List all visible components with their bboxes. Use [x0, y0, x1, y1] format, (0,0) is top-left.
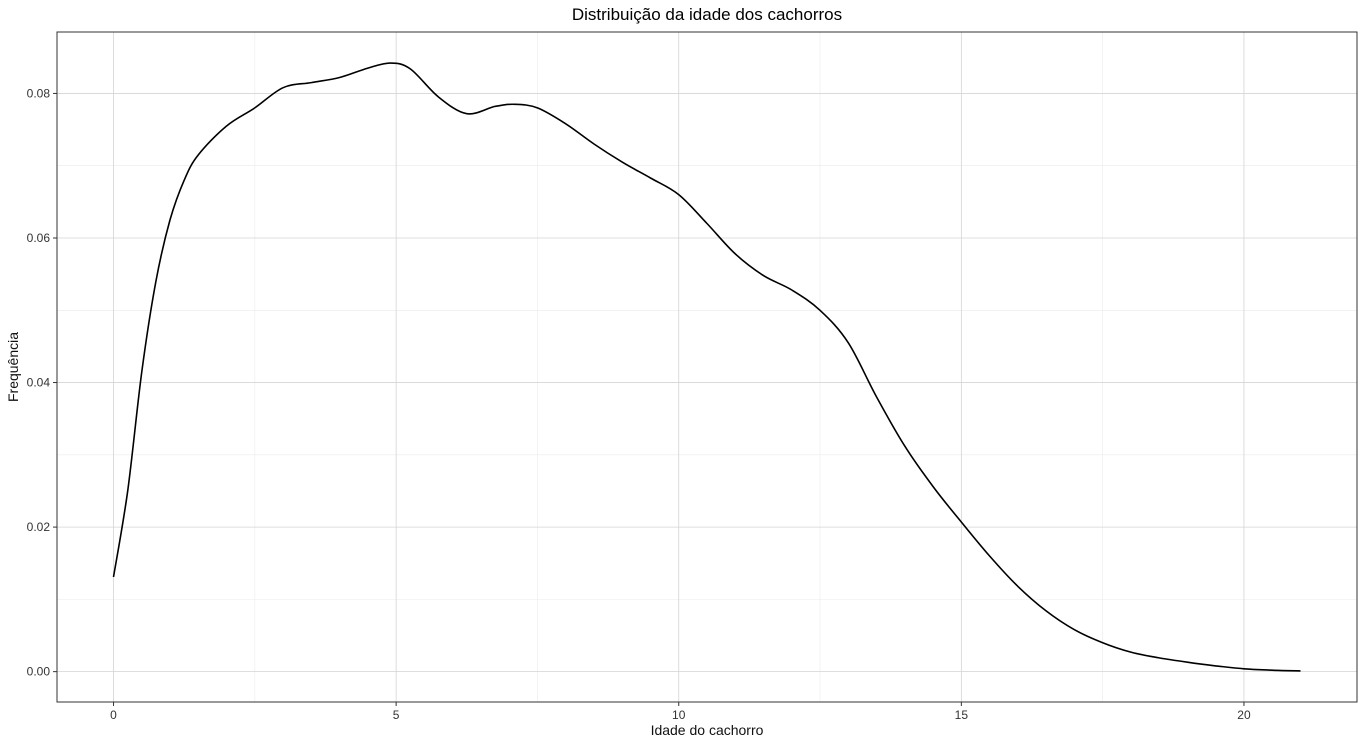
y-axis-title: Frequência — [5, 332, 21, 402]
y-tick-label: 0.08 — [27, 86, 51, 100]
x-tick-label: 10 — [672, 708, 686, 722]
x-tick-label: 20 — [1237, 708, 1251, 722]
x-tick-label: 5 — [393, 708, 400, 722]
chart-title: Distribuição da idade dos cachorros — [572, 5, 842, 24]
axes: 0 5 10 15 20 0.00 0.02 0.04 0.06 0.08 — [27, 86, 1251, 722]
x-tick-label: 15 — [955, 708, 969, 722]
density-line — [112, 62, 1301, 672]
gridlines — [57, 32, 1357, 702]
y-tick-label: 0.04 — [27, 376, 51, 390]
x-tick-label: 0 — [110, 708, 117, 722]
y-tick-label: 0.02 — [27, 520, 51, 534]
y-tick-label: 0.06 — [27, 231, 51, 245]
plot-panel-border — [56, 31, 1358, 703]
x-axis-title: Idade do cachorro — [651, 722, 764, 738]
y-tick-label: 0.00 — [27, 665, 51, 679]
